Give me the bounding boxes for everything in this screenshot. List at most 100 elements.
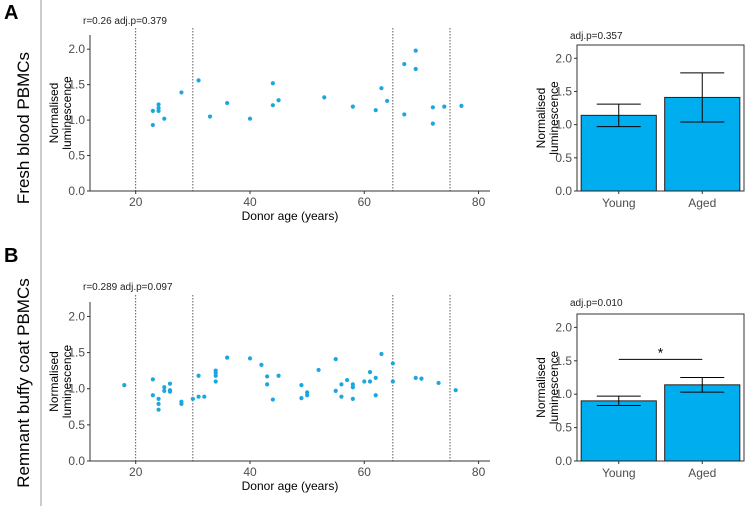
x-tick-label: 40 bbox=[243, 465, 257, 479]
data-point bbox=[436, 380, 441, 386]
y-tick-label: 0.5 bbox=[555, 421, 572, 435]
panel-b-scatter-plot: 0.0 0.5 1.0 1.5 2.0 20 40 60 80 Donor age (years)… bbox=[47, 295, 490, 493]
y-tick-label: 1.0 bbox=[68, 113, 85, 127]
data-point bbox=[373, 393, 378, 398]
x-tick-label: 20 bbox=[129, 465, 143, 479]
y-tick-label: 0.5 bbox=[555, 151, 572, 165]
data-point bbox=[213, 379, 218, 384]
data-point bbox=[213, 373, 218, 378]
panel-a-row-label: Fresh blood PBMCs bbox=[14, 52, 33, 204]
y-axis-title-line1: Normalised bbox=[534, 88, 548, 149]
y-axis-title-line1: Normalised bbox=[47, 351, 61, 412]
panel-a-scatter-annotation: r=0.26 adj.p=0.379 bbox=[83, 16, 167, 27]
data-point bbox=[179, 401, 184, 407]
y-tick-label: 1.5 bbox=[555, 84, 572, 98]
panel-b-bar-plot: 0.0 0.5 1.0 1.5 2.0 Young Aged Normalised lumine… bbox=[534, 313, 745, 480]
panel-b-significance-star: * bbox=[658, 344, 664, 360]
data-point bbox=[345, 377, 350, 383]
y-tick-label: 1.0 bbox=[555, 118, 572, 132]
y-tick-label: 1.5 bbox=[68, 78, 85, 92]
data-point bbox=[413, 48, 418, 53]
panel-a-bar-annotation: adj.p=0.357 bbox=[570, 31, 623, 42]
data-point bbox=[413, 66, 418, 72]
data-point bbox=[316, 367, 321, 373]
panel-b-scatter-annotation: r=0.289 adj.p=0.097 bbox=[83, 282, 173, 293]
y-axis-title-line2: luminescence bbox=[60, 344, 74, 418]
data-point bbox=[276, 98, 281, 103]
x-tick-label: 40 bbox=[243, 195, 257, 209]
data-point bbox=[362, 379, 367, 384]
data-point bbox=[247, 116, 253, 121]
plot-frame bbox=[576, 313, 745, 462]
plot-frame bbox=[576, 44, 745, 192]
y-axis-title-line1: Normalised bbox=[47, 83, 61, 144]
data-point bbox=[247, 356, 253, 361]
data-point bbox=[322, 95, 327, 100]
data-point bbox=[299, 383, 304, 388]
data-point bbox=[390, 379, 395, 384]
data-point bbox=[156, 102, 161, 107]
panel-b-bar-annotation: adj.p=0.010 bbox=[570, 298, 623, 309]
data-point bbox=[167, 381, 173, 386]
panel-b-letter: B bbox=[4, 245, 18, 267]
y-tick-label: 0.0 bbox=[68, 184, 85, 198]
x-tick-label: 80 bbox=[472, 465, 486, 479]
x-tick-label: 80 bbox=[472, 195, 486, 209]
data-point bbox=[276, 373, 281, 378]
y-tick-label: 2.0 bbox=[555, 51, 572, 65]
data-point bbox=[156, 401, 161, 407]
x-category-label: Aged bbox=[688, 196, 716, 210]
data-point bbox=[225, 100, 230, 106]
data-point bbox=[350, 385, 355, 390]
data-point bbox=[179, 90, 184, 95]
bar-aged bbox=[664, 384, 741, 462]
x-category-label: Young bbox=[602, 466, 636, 480]
data-point bbox=[196, 78, 201, 83]
data-point bbox=[162, 385, 167, 390]
data-point bbox=[402, 61, 407, 67]
y-tick-label: 2.0 bbox=[68, 309, 85, 323]
panel-a-scatter-plot: 0.0 0.5 1.0 1.5 2.0 20 40 60 80 Donor age (years)… bbox=[47, 28, 490, 223]
data-point bbox=[213, 370, 218, 375]
data-point bbox=[339, 394, 344, 399]
data-point bbox=[379, 86, 384, 91]
y-tick-label: 2.0 bbox=[68, 42, 85, 56]
data-point bbox=[270, 103, 275, 108]
data-point bbox=[196, 373, 201, 378]
y-tick-label: 0.0 bbox=[555, 184, 572, 198]
data-point bbox=[265, 374, 270, 379]
data-point bbox=[202, 394, 207, 399]
data-point bbox=[162, 116, 167, 121]
y-tick-label: 1.0 bbox=[555, 387, 572, 401]
panel-a-letter: A bbox=[4, 2, 18, 24]
x-category-label: Young bbox=[602, 196, 636, 210]
x-tick-label: 20 bbox=[129, 195, 143, 209]
data-point bbox=[299, 396, 304, 401]
data-point bbox=[350, 382, 355, 387]
data-point bbox=[270, 397, 275, 402]
y-tick-label: 1.5 bbox=[68, 346, 85, 360]
y-axis-title-line2: luminescence bbox=[547, 81, 561, 155]
data-point bbox=[442, 104, 447, 109]
data-point bbox=[150, 377, 155, 382]
data-point bbox=[459, 103, 464, 109]
data-point bbox=[350, 104, 355, 109]
data-point bbox=[156, 407, 161, 412]
y-tick-label: 1.5 bbox=[555, 354, 572, 368]
x-tick-label: 60 bbox=[358, 465, 372, 479]
x-category-label: Aged bbox=[688, 466, 716, 480]
data-point bbox=[379, 351, 384, 357]
data-point bbox=[430, 105, 435, 110]
data-point bbox=[430, 121, 435, 126]
y-axis-title-line2: luminescence bbox=[60, 76, 74, 150]
data-point bbox=[373, 375, 378, 380]
data-point bbox=[413, 375, 418, 380]
x-axis-title: Donor age (years) bbox=[242, 479, 339, 493]
data-point bbox=[373, 108, 378, 113]
data-point bbox=[207, 114, 213, 119]
data-point bbox=[150, 108, 155, 113]
y-tick-label: 0.5 bbox=[68, 149, 85, 163]
y-tick-label: 1.0 bbox=[68, 382, 85, 396]
data-point bbox=[122, 383, 127, 388]
